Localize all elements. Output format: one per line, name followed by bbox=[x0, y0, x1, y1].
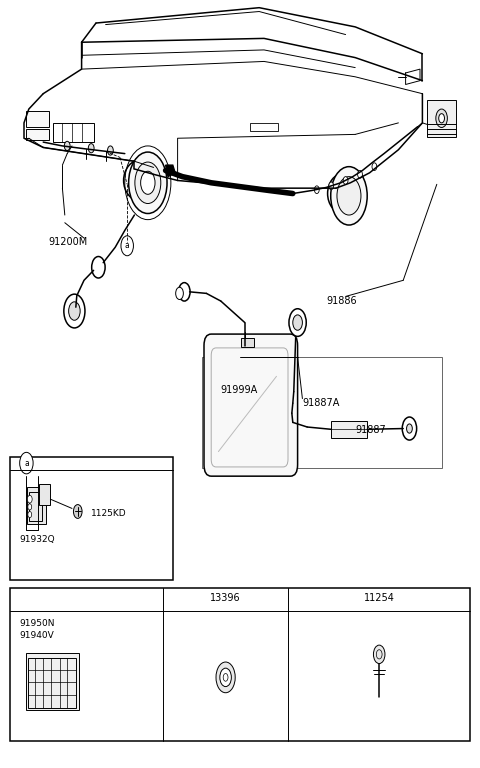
Circle shape bbox=[436, 109, 447, 127]
Text: 91887A: 91887A bbox=[302, 398, 340, 409]
Text: 91932Q: 91932Q bbox=[19, 535, 55, 544]
Circle shape bbox=[329, 182, 334, 190]
Bar bbox=[250, 123, 278, 131]
Circle shape bbox=[331, 167, 367, 225]
Circle shape bbox=[135, 162, 161, 204]
Circle shape bbox=[407, 424, 412, 433]
Text: 91940V: 91940V bbox=[19, 631, 54, 641]
Circle shape bbox=[88, 144, 94, 153]
Circle shape bbox=[402, 417, 417, 440]
Circle shape bbox=[64, 294, 85, 328]
Bar bbox=[202, 357, 442, 468]
Bar bbox=[29, 492, 42, 521]
Circle shape bbox=[372, 163, 377, 170]
Circle shape bbox=[108, 146, 113, 155]
Circle shape bbox=[373, 645, 385, 664]
Circle shape bbox=[27, 495, 32, 503]
Bar bbox=[10, 457, 173, 580]
Text: 1125KD: 1125KD bbox=[91, 508, 127, 518]
Bar bbox=[10, 588, 470, 741]
Circle shape bbox=[314, 186, 319, 194]
Circle shape bbox=[289, 309, 306, 336]
Circle shape bbox=[439, 114, 444, 123]
Text: 11254: 11254 bbox=[364, 592, 395, 603]
Circle shape bbox=[69, 302, 80, 320]
Bar bbox=[28, 658, 76, 708]
Circle shape bbox=[179, 283, 190, 301]
FancyBboxPatch shape bbox=[204, 334, 298, 476]
Bar bbox=[331, 421, 367, 438]
Text: 13396: 13396 bbox=[210, 592, 241, 603]
Circle shape bbox=[92, 257, 105, 278]
Circle shape bbox=[28, 504, 32, 510]
Circle shape bbox=[337, 177, 361, 215]
Text: a: a bbox=[24, 458, 29, 468]
Circle shape bbox=[220, 668, 231, 687]
Bar bbox=[26, 653, 79, 710]
Bar bbox=[26, 111, 49, 127]
Text: 91200M: 91200M bbox=[48, 237, 87, 247]
Bar bbox=[241, 338, 254, 347]
Circle shape bbox=[343, 177, 348, 184]
Circle shape bbox=[121, 236, 133, 256]
Text: 91887: 91887 bbox=[355, 425, 386, 435]
Circle shape bbox=[293, 315, 302, 330]
Circle shape bbox=[358, 170, 362, 178]
Text: a: a bbox=[125, 241, 130, 250]
Polygon shape bbox=[166, 165, 175, 177]
Text: 91886: 91886 bbox=[326, 296, 357, 306]
Text: 91999A: 91999A bbox=[221, 385, 258, 396]
Bar bbox=[39, 484, 50, 505]
Circle shape bbox=[64, 141, 70, 151]
Circle shape bbox=[176, 287, 183, 300]
Circle shape bbox=[141, 171, 155, 194]
Bar bbox=[26, 129, 49, 140]
Circle shape bbox=[129, 152, 167, 214]
Text: 91950N: 91950N bbox=[19, 619, 55, 628]
Circle shape bbox=[216, 662, 235, 693]
Circle shape bbox=[73, 505, 82, 518]
Circle shape bbox=[20, 452, 33, 474]
Bar bbox=[27, 487, 46, 524]
Bar bbox=[427, 100, 456, 137]
Bar bbox=[53, 123, 94, 142]
Circle shape bbox=[28, 511, 32, 518]
